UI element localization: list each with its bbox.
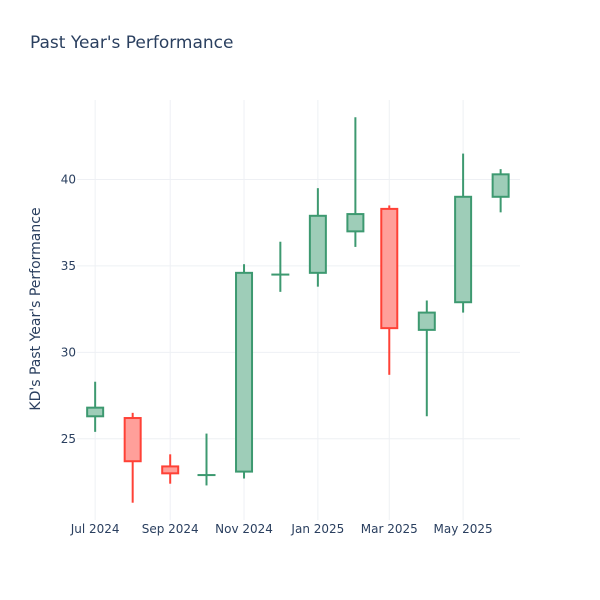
candle-increasing: [86, 381, 105, 432]
x-tick-label: Jan 2025: [290, 522, 344, 536]
chart-title: Past Year's Performance: [30, 33, 234, 53]
candle-body: [417, 311, 436, 331]
x-tick-label: May 2025: [434, 522, 493, 536]
candle-decreasing: [161, 454, 180, 484]
candle-body: [346, 213, 365, 233]
candle-body: [123, 417, 142, 463]
x-axis-ticks: Jul 2024 Sep 2024 Nov 2024 Jan 2025 Mar 2025…: [70, 522, 493, 536]
candle-body: [235, 271, 254, 473]
grid-layer: [77, 100, 520, 520]
candle-increasing: [417, 300, 436, 417]
x-tick-label: Mar 2025: [361, 522, 418, 536]
candle-layer: [86, 117, 510, 503]
candle-increasing: [235, 264, 254, 479]
candle-decreasing: [123, 412, 142, 503]
candle-body: [308, 214, 327, 274]
y-tick-label: 25: [61, 432, 76, 446]
y-tick-label: 35: [61, 259, 76, 273]
candle-body: [86, 406, 105, 418]
candle-body: [454, 195, 473, 304]
y-tick-label: 30: [61, 345, 76, 359]
candle-increasing: [346, 117, 365, 247]
y-axis-ticks: 25 30 35 40: [61, 173, 76, 446]
x-tick-label: Sep 2024: [142, 522, 199, 536]
x-tick-label: Nov 2024: [215, 522, 273, 536]
candle-increasing: [271, 241, 290, 292]
candle-body: [380, 207, 399, 330]
candle-body: [491, 173, 510, 198]
candle-increasing: [454, 153, 473, 313]
y-tick-label: 40: [61, 173, 76, 187]
candle-increasing: [491, 169, 510, 213]
x-tick-label: Jul 2024: [70, 522, 120, 536]
candle-increasing: [197, 433, 216, 486]
candle-increasing: [308, 188, 327, 287]
y-axis-title: KD's Past Year's Performance: [28, 207, 44, 410]
candle-body: [161, 465, 180, 475]
candle-decreasing: [380, 205, 399, 375]
